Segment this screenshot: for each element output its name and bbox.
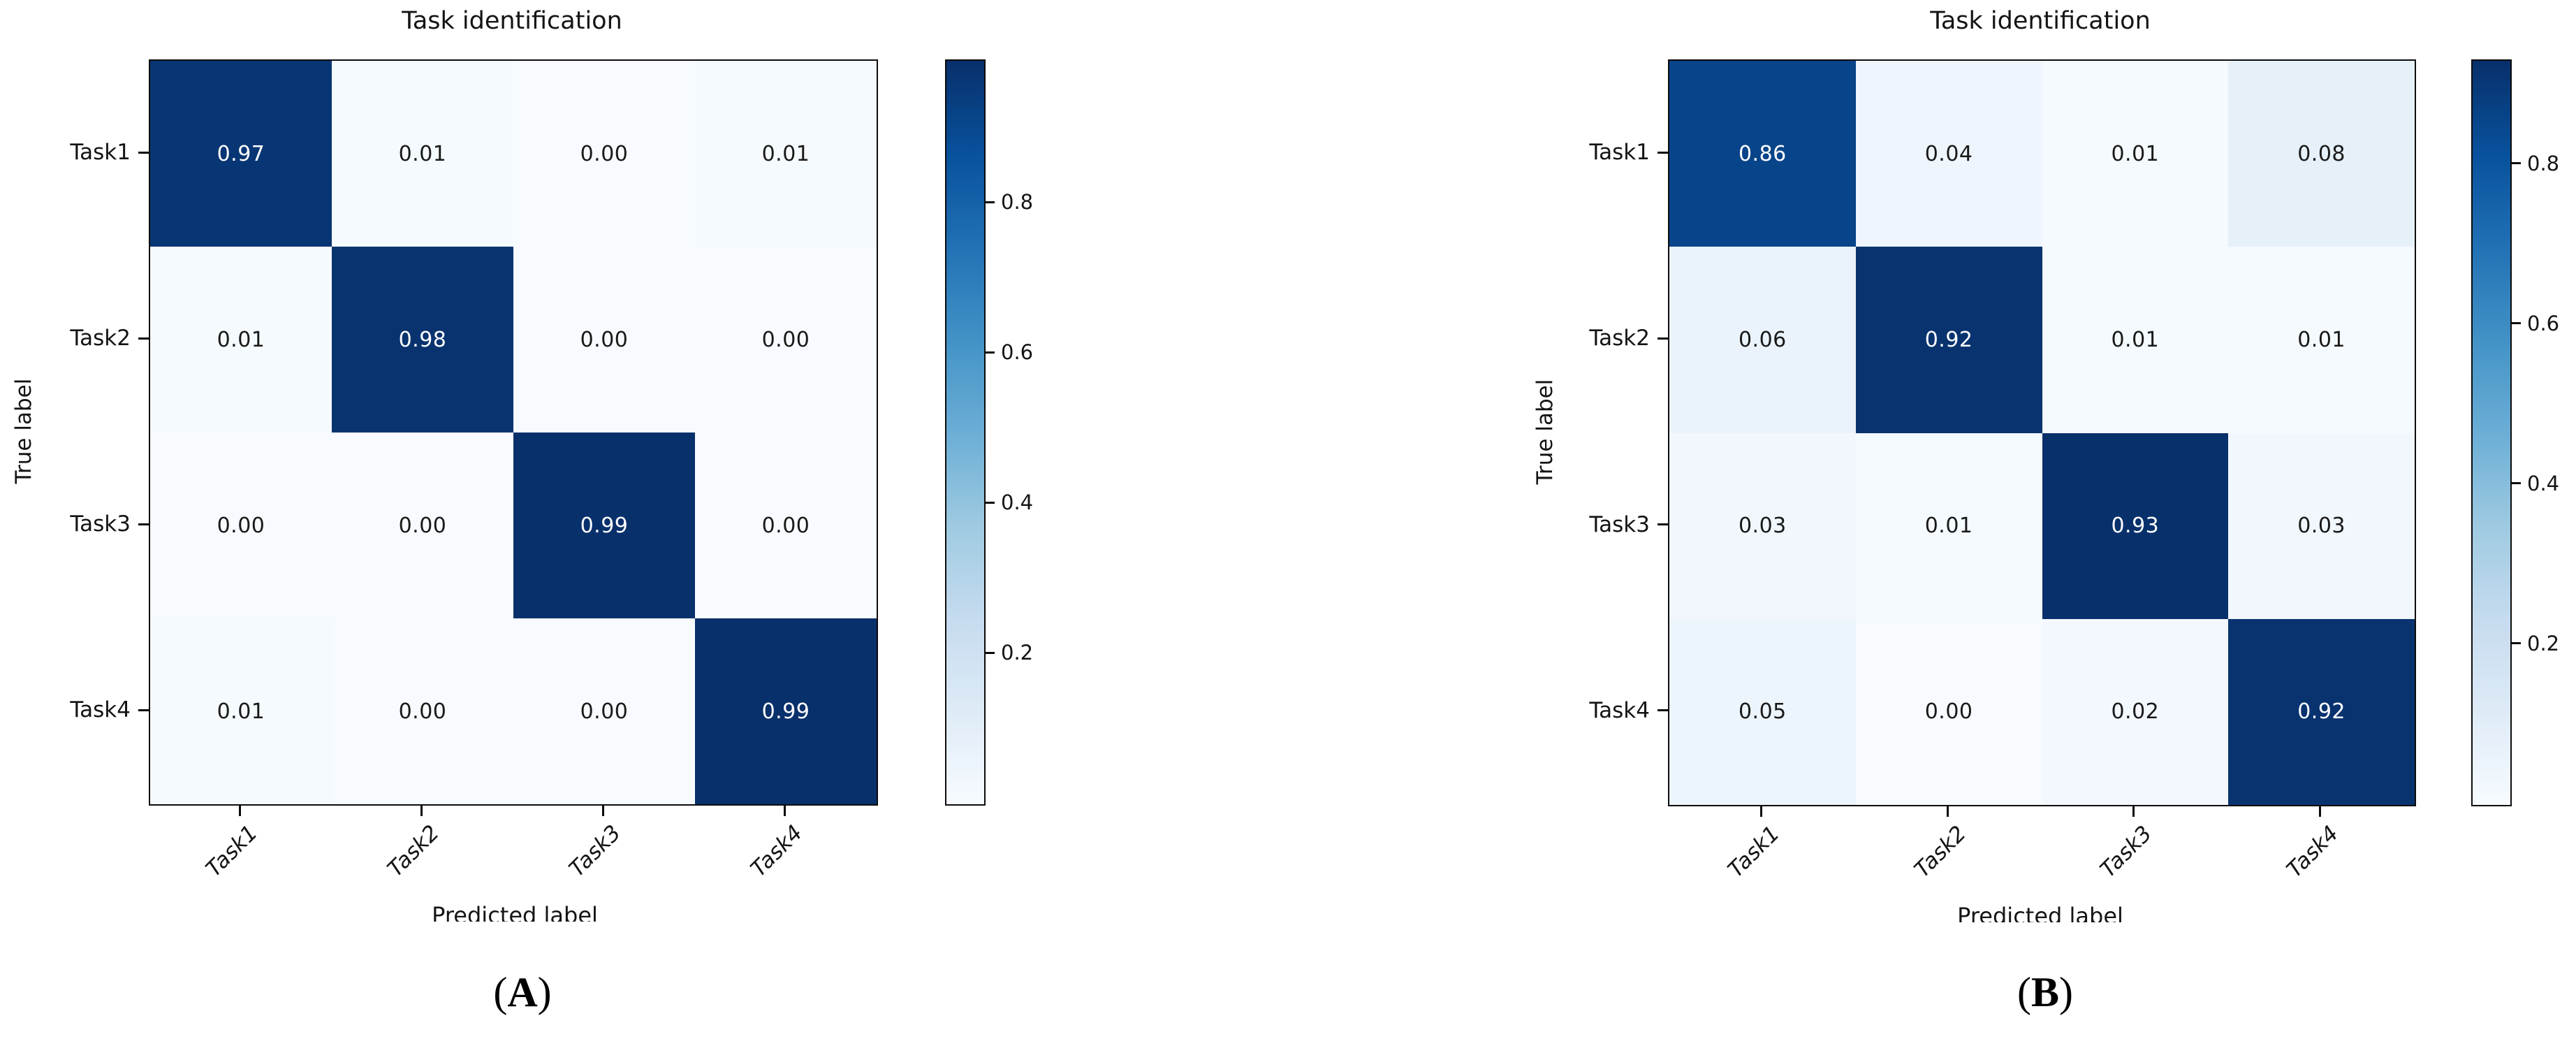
- heatmap-cell: 0.01: [695, 61, 877, 247]
- x-tick-label: Task2: [1909, 821, 1971, 883]
- x-tick-label: Task4: [2282, 821, 2344, 883]
- caption-paren-open: (: [2017, 969, 2031, 1015]
- heatmap-cell: 0.00: [695, 247, 877, 433]
- x-tick-mark: [238, 806, 241, 816]
- heatmap-cell: 0.00: [513, 61, 695, 247]
- plot-title: Task identification: [1930, 7, 2151, 35]
- heatmap-cell: 0.01: [2042, 247, 2229, 433]
- x-axis-label-clip: Predicted label: [432, 903, 598, 922]
- colorbar-tick-label: 0.4: [2527, 471, 2560, 495]
- heatmap-cell: 0.92: [2228, 618, 2415, 805]
- x-tick-mark: [420, 806, 423, 816]
- heatmap-cell: 0.00: [695, 433, 877, 618]
- heatmap-cell: 0.01: [332, 61, 513, 247]
- y-tick-mark: [1657, 523, 1668, 526]
- heatmap-grid: 0.97 0.01 0.00 0.01 0.01 0.98 0.00 0.00 0.00 0.00…: [149, 59, 878, 806]
- x-tick-label: Task3: [2095, 821, 2158, 883]
- colorbar-tick-label: 0.2: [1001, 641, 1034, 665]
- caption-letter: A: [507, 969, 538, 1015]
- heatmap-cell: 0.03: [2228, 433, 2415, 619]
- heatmap-cell: 0.97: [150, 61, 332, 247]
- colorbar: [2471, 59, 2512, 806]
- colorbar-tick-mark: [986, 651, 995, 654]
- y-tick-label: Task2: [1589, 326, 1650, 351]
- colorbar-tick-label: 0.4: [1001, 491, 1034, 515]
- x-tick-mark: [601, 806, 604, 816]
- colorbar-tick-label: 0.8: [2527, 151, 2560, 175]
- heatmap-cell: 0.98: [332, 247, 513, 433]
- heatmap-cell: 0.93: [2042, 433, 2229, 619]
- heatmap-grid: 0.86 0.04 0.01 0.08 0.06 0.92 0.01 0.01 0.03 0.01…: [1668, 59, 2416, 806]
- heatmap-cell: 0.03: [1669, 433, 1856, 619]
- heatmap-cell: 0.01: [1855, 433, 2042, 619]
- heatmap-cell: 0.02: [2042, 618, 2229, 805]
- heatmap-cell: 0.01: [2042, 61, 2229, 247]
- caption-paren-close: ): [2059, 969, 2073, 1015]
- y-tick-label: Task4: [1589, 697, 1650, 723]
- colorbar-tick-mark: [986, 351, 995, 354]
- caption-paren-open: (: [493, 969, 508, 1015]
- heatmap-cell: 0.92: [1855, 247, 2042, 433]
- y-tick-mark: [138, 337, 149, 340]
- heatmap-cell: 0.08: [2228, 61, 2415, 247]
- y-tick-mark: [138, 709, 149, 711]
- caption-letter: B: [2030, 969, 2060, 1015]
- y-tick-mark: [138, 523, 149, 525]
- colorbar-tick-mark: [2512, 322, 2521, 325]
- x-axis-label: Predicted label: [1957, 903, 2123, 922]
- y-axis-label: True label: [1532, 379, 1558, 484]
- panel-caption: (B): [2017, 970, 2073, 1015]
- heatmap-cell: 0.99: [695, 618, 877, 804]
- colorbar-tick-label: 0.6: [1001, 340, 1034, 365]
- x-axis-label-clip: Predicted label: [1957, 903, 2123, 922]
- y-tick-label: Task3: [1589, 511, 1650, 537]
- x-tick-mark: [1759, 806, 1762, 817]
- colorbar-tick-mark: [2512, 162, 2521, 165]
- heatmap-cell: 0.06: [1669, 247, 1856, 433]
- y-tick-label: Task4: [70, 697, 131, 722]
- y-tick-label: Task1: [1589, 140, 1650, 166]
- y-tick-label: Task3: [70, 511, 131, 537]
- heatmap-cell: 0.01: [150, 247, 332, 433]
- y-tick-label: Task1: [70, 140, 131, 165]
- colorbar: [945, 59, 986, 806]
- colorbar-tick-label: 0.8: [1001, 190, 1034, 215]
- y-tick-label: Task2: [70, 326, 131, 351]
- y-tick-mark: [1657, 709, 1668, 712]
- x-tick-label: Task1: [1722, 821, 1785, 883]
- plot-title: Task identification: [402, 7, 622, 35]
- heatmap-cell: 0.99: [513, 433, 695, 618]
- heatmap-cell: 0.04: [1855, 61, 2042, 247]
- heatmap-cell: 0.00: [513, 247, 695, 433]
- x-axis-label: Predicted label: [432, 903, 598, 922]
- x-tick-mark: [783, 806, 786, 816]
- heatmap-cell: 0.05: [1669, 618, 1856, 805]
- colorbar-tick-mark: [986, 501, 995, 504]
- heatmap-cell: 0.00: [332, 618, 513, 804]
- heatmap-cell: 0.00: [332, 433, 513, 618]
- colorbar-tick-mark: [2512, 482, 2521, 485]
- y-tick-mark: [138, 151, 149, 154]
- colorbar-tick-mark: [986, 201, 995, 203]
- x-tick-mark: [2132, 806, 2135, 817]
- heatmap-cell: 0.86: [1669, 61, 1856, 247]
- heatmap-cell: 0.00: [513, 618, 695, 804]
- y-tick-mark: [1657, 337, 1668, 340]
- y-tick-mark: [1657, 151, 1668, 154]
- panel-caption: (A): [493, 970, 551, 1015]
- caption-paren-close: ): [537, 969, 552, 1015]
- heatmap-cell: 0.00: [1855, 618, 2042, 805]
- heatmap-cell: 0.01: [150, 618, 332, 804]
- x-tick-mark: [2319, 806, 2322, 817]
- colorbar-tick-label: 0.2: [2527, 631, 2560, 655]
- x-tick-mark: [1946, 806, 1949, 817]
- heatmap-cell: 0.01: [2228, 247, 2415, 433]
- colorbar-tick-mark: [2512, 642, 2521, 645]
- colorbar-tick-label: 0.6: [2527, 311, 2560, 335]
- heatmap-cell: 0.00: [150, 433, 332, 618]
